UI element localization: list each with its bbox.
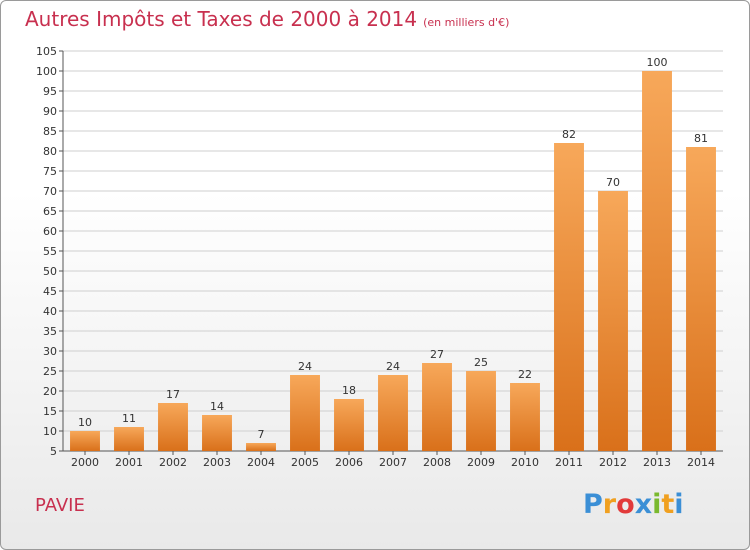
value-label: 82 bbox=[562, 128, 576, 141]
y-tick-label: 65 bbox=[43, 205, 57, 218]
y-tick-label: 105 bbox=[36, 45, 57, 58]
logo-letter: t bbox=[661, 489, 675, 520]
x-tick-label: 2010 bbox=[511, 456, 539, 469]
y-tick-label: 100 bbox=[36, 65, 57, 78]
y-tick-label: 60 bbox=[43, 225, 57, 238]
y-tick-label: 85 bbox=[43, 125, 57, 138]
x-tick-label: 2013 bbox=[643, 456, 671, 469]
tick-labels: 5 10 15 20 25 30 35 40 45 50 55 60 65 70 75 80 85 90 95 100… bbox=[36, 45, 715, 469]
value-label: 11 bbox=[122, 412, 136, 425]
y-tick-label: 55 bbox=[43, 245, 57, 258]
x-tick-label: 2009 bbox=[467, 456, 495, 469]
bar-2002 bbox=[158, 403, 188, 451]
bar-2000 bbox=[70, 431, 100, 451]
value-labels: 10 11 17 14 7 24 18 24 27 25 22 82 70 100 81 bbox=[78, 56, 708, 441]
bar-2008 bbox=[422, 363, 452, 451]
bar-2001 bbox=[114, 427, 144, 451]
x-tick-label: 2006 bbox=[335, 456, 363, 469]
y-tick-label: 90 bbox=[43, 105, 57, 118]
logo-letter: x bbox=[634, 489, 653, 520]
value-label: 24 bbox=[386, 360, 400, 373]
bar-2012 bbox=[598, 191, 628, 451]
x-tick-label: 2008 bbox=[423, 456, 451, 469]
x-tick-label: 2001 bbox=[115, 456, 143, 469]
value-label: 22 bbox=[518, 368, 532, 381]
x-tick-label: 2012 bbox=[599, 456, 627, 469]
chart-title-text: Autres Impôts et Taxes de 2000 à 2014 bbox=[25, 7, 418, 31]
value-label: 25 bbox=[474, 356, 488, 369]
x-tick-label: 2004 bbox=[247, 456, 275, 469]
value-label: 27 bbox=[430, 348, 444, 361]
y-tick-label: 20 bbox=[43, 385, 57, 398]
y-tick-label: 30 bbox=[43, 345, 57, 358]
logo-letter: r bbox=[602, 489, 617, 520]
bar-2014 bbox=[686, 147, 716, 451]
y-tick-label: 25 bbox=[43, 365, 57, 378]
y-tick-label: 95 bbox=[43, 85, 57, 98]
place-name: PAVIE bbox=[35, 495, 85, 516]
y-tick-label: 50 bbox=[43, 265, 57, 278]
bar-2009 bbox=[466, 371, 496, 451]
x-tick-label: 2011 bbox=[555, 456, 583, 469]
bars bbox=[70, 71, 716, 451]
y-tick-label: 70 bbox=[43, 185, 57, 198]
value-label: 14 bbox=[210, 400, 224, 413]
chart-unit: (en milliers d'€) bbox=[423, 16, 510, 29]
y-tick-label: 35 bbox=[43, 325, 57, 338]
bar-2004 bbox=[246, 443, 276, 451]
bar-2005 bbox=[290, 375, 320, 451]
logo-letter: P bbox=[583, 489, 603, 520]
x-tick-label: 2005 bbox=[291, 456, 319, 469]
x-tick-label: 2014 bbox=[687, 456, 715, 469]
logo-letter: i bbox=[652, 489, 662, 520]
bar-2013 bbox=[642, 71, 672, 451]
x-tick-label: 2007 bbox=[379, 456, 407, 469]
bar-2003 bbox=[202, 415, 232, 451]
x-tick-label: 2002 bbox=[159, 456, 187, 469]
value-label: 70 bbox=[606, 176, 620, 189]
bar-2006 bbox=[334, 399, 364, 451]
proxiti-logo: Proxiti bbox=[583, 489, 684, 520]
value-label: 18 bbox=[342, 384, 356, 397]
y-tick-label: 15 bbox=[43, 405, 57, 418]
x-tick-label: 2000 bbox=[71, 456, 99, 469]
value-label: 81 bbox=[694, 132, 708, 145]
logo-letter: o bbox=[616, 489, 635, 520]
y-tick-label: 40 bbox=[43, 305, 57, 318]
y-tick-label: 45 bbox=[43, 285, 57, 298]
bar-2010 bbox=[510, 383, 540, 451]
chart-title: Autres Impôts et Taxes de 2000 à 2014 (en… bbox=[25, 7, 509, 31]
value-label: 100 bbox=[647, 56, 668, 69]
value-label: 24 bbox=[298, 360, 312, 373]
value-label: 17 bbox=[166, 388, 180, 401]
y-tick-label: 75 bbox=[43, 165, 57, 178]
value-label: 7 bbox=[258, 428, 265, 441]
bar-2011 bbox=[554, 143, 584, 451]
x-tick-label: 2003 bbox=[203, 456, 231, 469]
y-tick-label: 80 bbox=[43, 145, 57, 158]
y-tick-label: 5 bbox=[50, 445, 57, 458]
logo-letter: i bbox=[674, 489, 684, 520]
bar-2007 bbox=[378, 375, 408, 451]
value-label: 10 bbox=[78, 416, 92, 429]
y-tick-label: 10 bbox=[43, 425, 57, 438]
